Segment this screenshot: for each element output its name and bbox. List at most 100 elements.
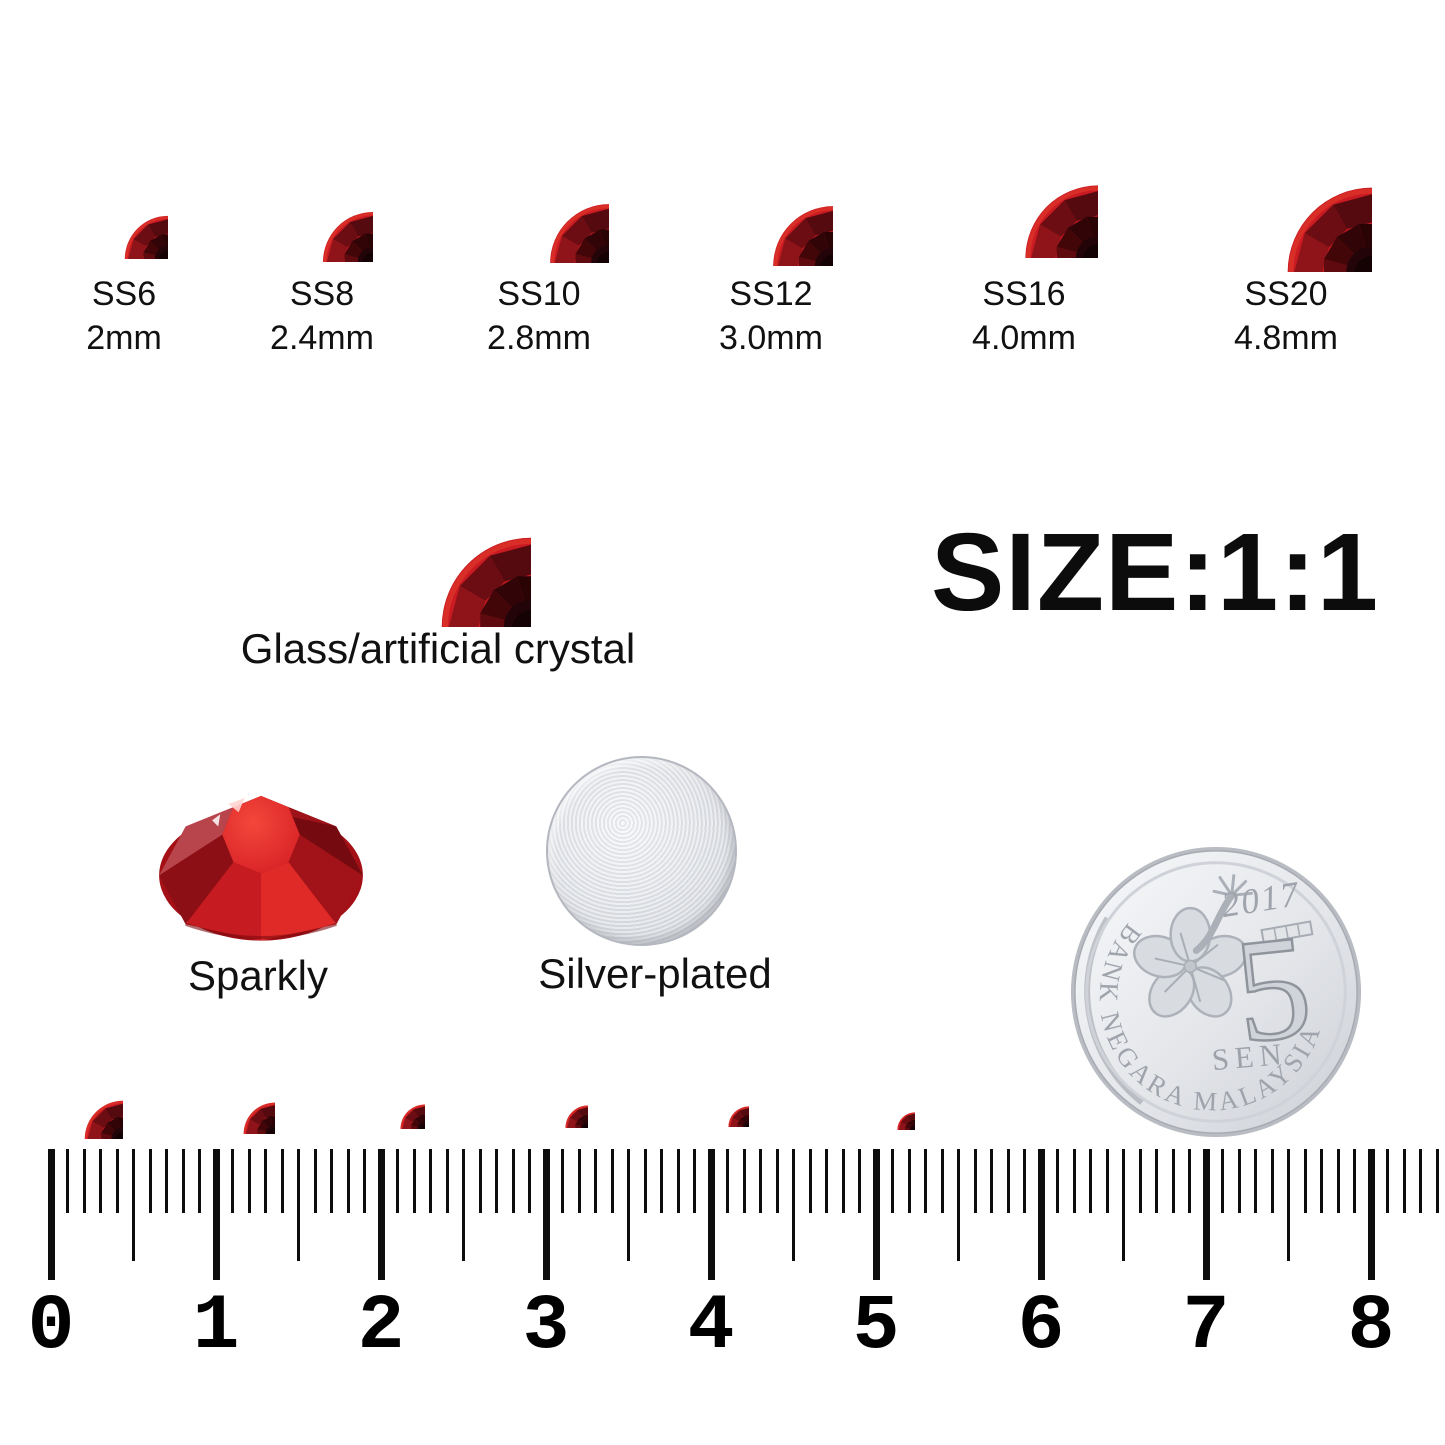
coin-banner-icon [1260, 920, 1314, 944]
ruler-tick [1023, 1149, 1026, 1213]
ruler-tick [808, 1149, 812, 1213]
ruler-tick [792, 1149, 795, 1261]
ruler-tick [330, 1149, 333, 1213]
ruler-number-5: 5 [852, 1283, 900, 1371]
rhinestone-ss20-icon [1200, 100, 1372, 272]
ruler-tick [1006, 1149, 1010, 1213]
rhinestone-ss6-icon [80, 171, 168, 259]
sparkly-label: Sparkly [187, 952, 329, 999]
size-mm-label: 2.8mm [487, 319, 591, 357]
ruler-tick [759, 1149, 762, 1213]
ruler-tick [280, 1149, 284, 1213]
mini-rhinestone [542, 1082, 588, 1128]
size-name-label: SS6 [91, 275, 157, 313]
ruler-tick [1122, 1149, 1125, 1261]
mini-rhinestone [707, 1085, 749, 1127]
ruler-tick [1419, 1149, 1422, 1213]
size-mm-label: 2mm [86, 319, 162, 357]
ruler-tick [610, 1149, 614, 1213]
ruler-tick [528, 1149, 531, 1213]
ruler-tick [115, 1149, 119, 1213]
ruler-tick [1072, 1149, 1076, 1213]
ruler-tick [1171, 1149, 1175, 1213]
size-item-ss6: SS6 2mm [14, 272, 234, 360]
size-name-label: SS8 [289, 275, 355, 313]
ruler-tick [1336, 1149, 1340, 1213]
size-name-label: SS20 [1244, 275, 1328, 313]
size-item-ss20: SS20 4.8mm [1176, 272, 1396, 360]
ruler-tick [1353, 1149, 1356, 1213]
silver-back-image [546, 756, 737, 946]
coin-image: 2017 5 SEN BANK NEGARA MALAYSIA [1070, 846, 1362, 1138]
ruler-tick [511, 1149, 515, 1213]
ruler-tick [1303, 1149, 1307, 1213]
ruler-tick [1037, 1149, 1045, 1280]
ruler-number-7: 7 [1182, 1283, 1230, 1371]
rhinestone-ss10-icon [489, 143, 609, 263]
ruler-number-4: 4 [687, 1283, 735, 1371]
ruler-tick [990, 1149, 993, 1213]
ruler-tick [872, 1149, 880, 1280]
ruler-tick [231, 1149, 234, 1213]
ruler-tick [1188, 1149, 1191, 1213]
ruler-tick [165, 1149, 168, 1213]
ruler-tick [66, 1149, 69, 1213]
ruler-tick [940, 1149, 944, 1213]
size-mm-label: 3.0mm [719, 319, 823, 357]
ruler-tick [1435, 1149, 1439, 1213]
ruler-tick [247, 1149, 251, 1213]
ruler-tick [1221, 1149, 1224, 1213]
ruler-tick [1056, 1149, 1059, 1213]
ruler-tick [1237, 1149, 1241, 1213]
size-mm-label: 4.8mm [1234, 319, 1338, 357]
ruler-tick [1105, 1149, 1109, 1213]
glass-crystal-image [349, 445, 531, 627]
rhinestone-ss16-icon [950, 110, 1098, 258]
hibiscus-flower-icon [1133, 874, 1253, 1018]
ruler-tick [313, 1149, 317, 1213]
rhinestone-ss12-icon [711, 144, 833, 266]
ruler-ticks [0, 1149, 1445, 1284]
mini-rhinestone [375, 1079, 425, 1129]
ruler-tick [561, 1149, 564, 1213]
size-name-label: SS10 [497, 275, 581, 313]
size-item-ss8: SS8 2.4mm [212, 272, 432, 360]
ruler-tick [1138, 1149, 1142, 1213]
ruler-tick [495, 1149, 498, 1213]
mini-rhinestone [879, 1094, 915, 1130]
ruler-tick [957, 1149, 960, 1261]
ruler-tick [707, 1149, 715, 1280]
size-mm-label: 2.4mm [270, 319, 374, 357]
ruler-tick [462, 1149, 465, 1261]
ruler-tick [47, 1149, 55, 1280]
ruler-tick [1202, 1149, 1210, 1280]
ruler-tick [542, 1149, 550, 1280]
size-item-ss10: SS10 2.8mm [429, 272, 649, 360]
size-item-ss16: SS16 4.0mm [914, 272, 1134, 360]
ruler-tick [924, 1149, 927, 1213]
ruler-tick [660, 1149, 663, 1213]
scale-ratio-label: SIZE:1:1 [930, 511, 1380, 634]
ruler-tick [99, 1149, 102, 1213]
ruler-tick [693, 1149, 696, 1213]
size-name-label: SS16 [982, 275, 1066, 313]
rhinestone-ss8-icon [271, 160, 373, 262]
size-item-ss12: SS12 3.0mm [661, 272, 881, 360]
ruler-tick [212, 1149, 220, 1280]
ruler-tick [1089, 1149, 1092, 1213]
ruler-tick [841, 1149, 845, 1213]
ruler-tick [907, 1149, 911, 1213]
ruler-tick [1320, 1149, 1323, 1213]
ruler-tick [396, 1149, 399, 1213]
mini-rhinestone [45, 1061, 123, 1139]
ruler-tick [264, 1149, 267, 1213]
ruler-tick [825, 1149, 828, 1213]
ruler-tick [198, 1149, 201, 1213]
ruler-tick [429, 1149, 432, 1213]
ruler-number-6: 6 [1017, 1283, 1065, 1371]
coin-denomination: 5 [1228, 904, 1319, 1075]
ruler-number-0: 0 [27, 1283, 75, 1371]
size-mm-label: 4.0mm [972, 319, 1076, 357]
ruler-tick [412, 1149, 416, 1213]
